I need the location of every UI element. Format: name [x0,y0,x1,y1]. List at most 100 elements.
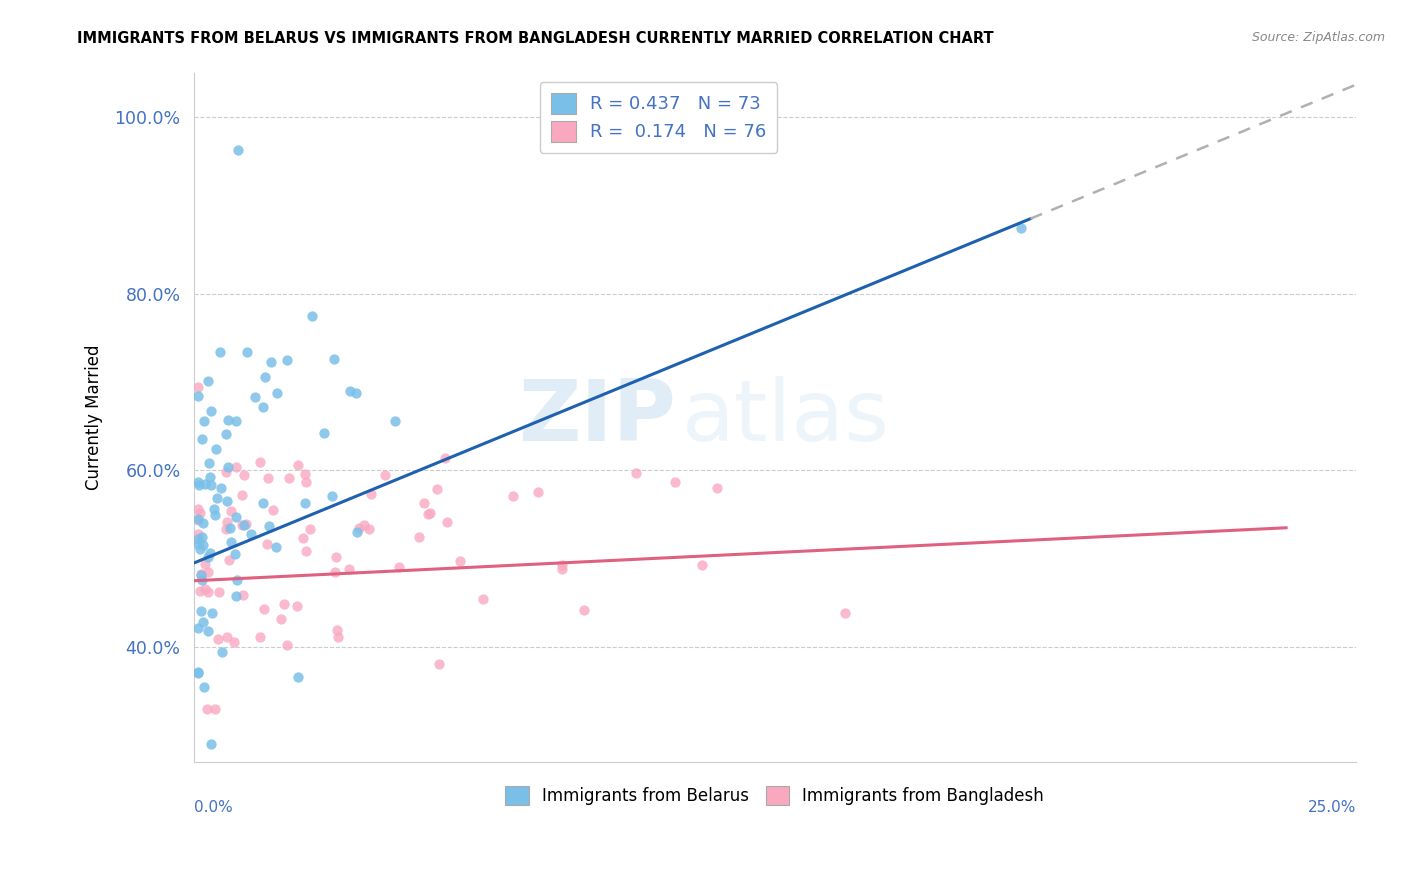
Point [253,602,276,616]
Point [225,460,247,475]
Point [202,502,225,516]
Point [190,573,212,587]
Point [231,488,253,502]
Y-axis label: Currently Married: Currently Married [86,344,103,490]
Point [353,517,375,532]
Point [298,522,321,536]
Point [276,353,298,368]
Point [198,456,221,470]
Point [233,467,256,482]
Point [190,568,212,582]
Point [427,657,450,672]
Point [527,485,550,500]
Point [197,584,219,599]
Point [706,481,728,495]
Point [190,567,212,582]
Point [226,143,249,157]
Point [692,558,714,573]
Point [187,527,209,541]
Text: ZIP: ZIP [519,376,676,458]
Point [187,666,209,681]
Text: 0.0%: 0.0% [194,799,232,814]
Point [226,573,249,587]
Text: 25.0%: 25.0% [1308,799,1355,814]
Point [218,553,240,567]
Point [239,526,262,541]
Point [193,538,215,552]
Point [301,310,323,324]
Point [291,531,314,545]
Point [323,565,346,579]
Point [359,523,381,537]
Point [270,612,292,626]
Point [384,414,406,428]
Point [287,458,309,472]
Point [321,489,343,503]
Point [339,384,361,398]
Point [314,426,336,441]
Point [624,467,647,481]
Point [197,624,219,639]
Point [346,525,368,540]
Point [191,615,214,630]
Point [256,471,278,485]
Point [187,502,209,516]
Legend: Immigrants from Belarus, Immigrants from Bangladesh: Immigrants from Belarus, Immigrants from… [499,780,1050,812]
Point [249,630,271,644]
Point [277,471,299,485]
Point [194,476,217,491]
Point [194,557,217,571]
Point [249,455,271,469]
Point [187,533,209,547]
Point [344,386,367,401]
Point [215,631,238,645]
Point [322,352,344,367]
Point [224,635,246,649]
Point [204,702,226,716]
Text: atlas: atlas [682,376,890,458]
Point [264,541,287,555]
Point [231,517,253,532]
Point [387,560,409,574]
Point [201,606,224,620]
Point [190,583,212,598]
Point [200,737,222,751]
Point [217,413,239,427]
Point [200,404,222,418]
Point [408,530,430,544]
Point [834,606,856,620]
Point [502,489,524,503]
Point [276,639,298,653]
Point [416,507,439,521]
Point [209,481,232,495]
Point [197,702,219,716]
Point [217,460,239,475]
Point [187,475,209,490]
Point [449,554,471,568]
Point [187,537,209,551]
Point [374,468,396,483]
Point [252,400,274,414]
Point [225,510,247,524]
Point [472,592,495,607]
Point [198,470,221,484]
Point [219,521,242,535]
Point [572,603,595,617]
Point [295,475,318,490]
Point [287,670,309,684]
Point [325,550,347,565]
Point [287,599,309,613]
Point [256,536,278,550]
Point [214,427,236,442]
Point [204,508,226,523]
Point [205,491,228,505]
Text: Source: ZipAtlas.com: Source: ZipAtlas.com [1251,31,1385,45]
Point [187,665,209,679]
Point [236,344,259,359]
Point [190,604,212,618]
Point [193,414,215,428]
Point [219,535,242,549]
Point [347,521,370,535]
Point [198,546,221,560]
Point [235,516,257,531]
